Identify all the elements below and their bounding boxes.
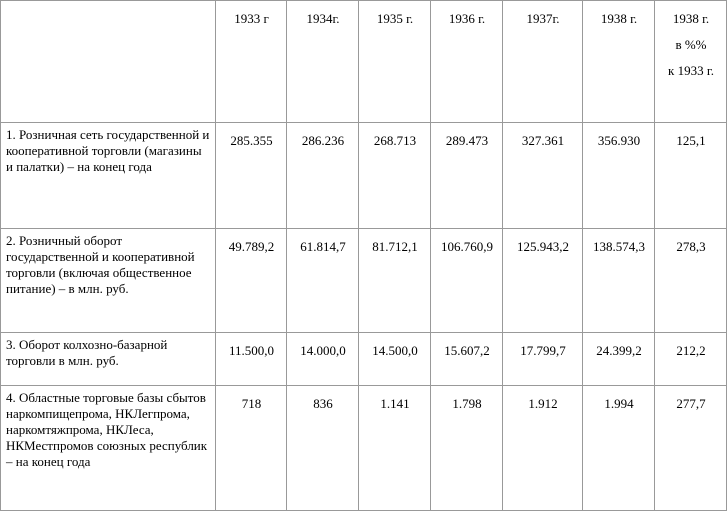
column-header: 1936 г. — [430, 0, 503, 123]
value-cell: 24.399,2 — [582, 332, 655, 386]
value-cell: 212,2 — [654, 332, 727, 386]
value-cell: 106.760,9 — [430, 228, 503, 333]
value-cell: 1.798 — [430, 385, 503, 511]
row-label: 1. Розничная сеть государственной и кооп… — [0, 122, 216, 229]
value-cell: 327.361 — [502, 122, 583, 229]
value-cell: 15.607,2 — [430, 332, 503, 386]
value-cell: 11.500,0 — [215, 332, 287, 386]
value-cell: 125,1 — [654, 122, 727, 229]
value-cell: 14.000,0 — [286, 332, 359, 386]
value-cell: 125.943,2 — [502, 228, 583, 333]
value-cell: 278,3 — [654, 228, 727, 333]
row-label: 3. Оборот колхозно-базарной торговли в м… — [0, 332, 216, 386]
value-cell: 49.789,2 — [215, 228, 287, 333]
value-cell: 1.912 — [502, 385, 583, 511]
value-cell: 286.236 — [286, 122, 359, 229]
value-cell: 289.473 — [430, 122, 503, 229]
row-label: 4. Областные торговые базы сбытов нарком… — [0, 385, 216, 511]
value-cell: 81.712,1 — [358, 228, 431, 333]
table-body: 1. Розничная сеть государственной и кооп… — [0, 122, 727, 511]
table-row: 4. Областные торговые базы сбытов нарком… — [0, 385, 727, 511]
table-row: 3. Оборот колхозно-базарной торговли в м… — [0, 332, 727, 386]
corner-cell — [0, 0, 216, 123]
value-cell: 138.574,3 — [582, 228, 655, 333]
value-cell: 277,7 — [654, 385, 727, 511]
value-cell: 14.500,0 — [358, 332, 431, 386]
column-header: 1933 г — [215, 0, 287, 123]
value-cell: 285.355 — [215, 122, 287, 229]
value-cell: 17.799,7 — [502, 332, 583, 386]
column-header: 1938 г. — [582, 0, 655, 123]
header-row: 1933 г 1934г. 1935 г. 1936 г. 1937г. 1938 г. 1… — [0, 0, 727, 123]
row-label: 2. Розничный оборот государственной и ко… — [0, 228, 216, 333]
column-header: 1935 г. — [358, 0, 431, 123]
column-header: 1937г. — [502, 0, 583, 123]
value-cell: 1.141 — [358, 385, 431, 511]
column-header: 1938 г. в %% к 1933 г. — [654, 0, 727, 123]
value-cell: 61.814,7 — [286, 228, 359, 333]
value-cell: 718 — [215, 385, 287, 511]
header-line: к 1933 г. — [668, 63, 714, 78]
header-line: в %% — [675, 37, 707, 52]
table-row: 2. Розничный оборот государственной и ко… — [0, 228, 727, 333]
value-cell: 1.994 — [582, 385, 655, 511]
table-row: 1. Розничная сеть государственной и кооп… — [0, 122, 727, 229]
column-header: 1934г. — [286, 0, 359, 123]
header-line: 1938 г. — [672, 11, 710, 26]
value-cell: 268.713 — [358, 122, 431, 229]
value-cell: 836 — [286, 385, 359, 511]
value-cell: 356.930 — [582, 122, 655, 229]
